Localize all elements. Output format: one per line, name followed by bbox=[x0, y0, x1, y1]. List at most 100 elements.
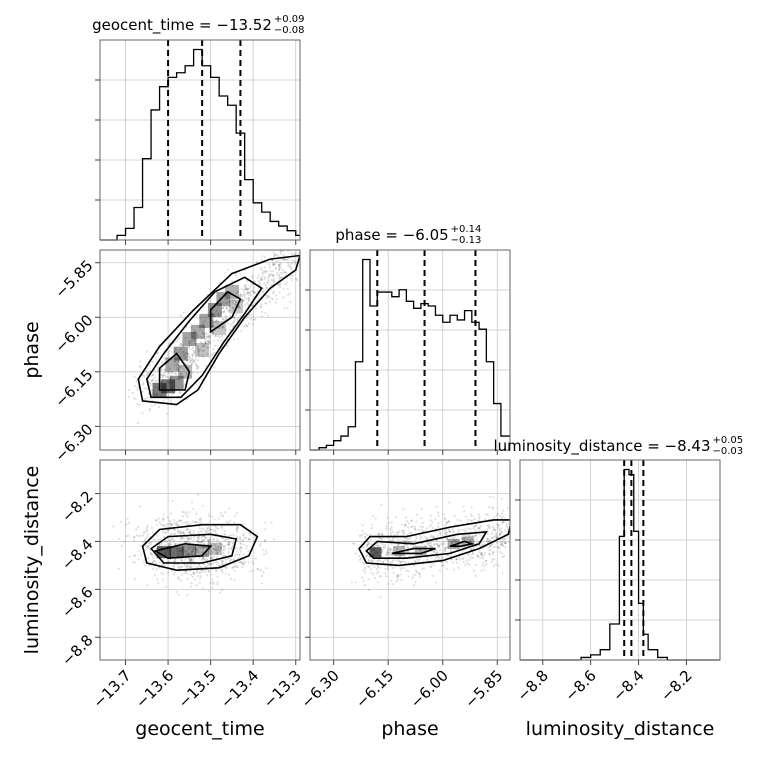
gp-point bbox=[174, 348, 177, 351]
gp-point bbox=[201, 350, 204, 353]
gp-point bbox=[235, 301, 238, 304]
x-tick-label-geocent_time-0: −13.7 bbox=[89, 666, 134, 711]
gp-point bbox=[231, 297, 234, 300]
gp-point bbox=[240, 298, 244, 301]
pl-point bbox=[414, 529, 417, 532]
gl-point bbox=[183, 571, 186, 574]
gl-point bbox=[261, 582, 264, 585]
pl-point bbox=[483, 568, 486, 571]
gp-point bbox=[177, 378, 181, 381]
gl-point bbox=[170, 537, 173, 540]
gp-point bbox=[266, 315, 269, 318]
pl-point bbox=[471, 534, 474, 537]
gl-point bbox=[200, 541, 203, 544]
gl-point bbox=[222, 554, 225, 557]
gp-point bbox=[281, 276, 284, 279]
gl-point bbox=[242, 558, 246, 561]
gp-point bbox=[215, 319, 218, 322]
gl-point bbox=[175, 523, 178, 526]
gl-point bbox=[247, 549, 250, 553]
gp-point bbox=[225, 307, 228, 310]
pl-point bbox=[374, 543, 377, 547]
pl-point bbox=[479, 557, 482, 560]
gl-point bbox=[228, 560, 232, 563]
gl-point bbox=[212, 537, 215, 541]
pl-point bbox=[368, 558, 371, 562]
pl-point bbox=[471, 556, 474, 559]
density-cell-gl bbox=[207, 542, 222, 555]
gp-point bbox=[162, 399, 165, 402]
pl-point bbox=[366, 533, 369, 537]
gl-point bbox=[193, 572, 196, 575]
gl-point bbox=[161, 578, 164, 581]
panel-frame-1-1 bbox=[309, 249, 511, 451]
gl-point bbox=[172, 538, 176, 542]
gp-point bbox=[148, 369, 152, 373]
gl-point bbox=[221, 563, 224, 566]
gp-point bbox=[195, 365, 198, 368]
pl-point bbox=[366, 543, 370, 546]
pl-point bbox=[376, 543, 379, 546]
gl-point bbox=[205, 531, 208, 534]
gl-point bbox=[230, 547, 234, 550]
pl-point bbox=[419, 537, 422, 540]
gl-point bbox=[171, 499, 174, 503]
gp-point bbox=[174, 351, 177, 354]
pl-point bbox=[455, 538, 458, 541]
pl-point bbox=[402, 539, 405, 542]
pl-point bbox=[410, 520, 413, 523]
pl-point bbox=[500, 516, 503, 520]
gp-point bbox=[242, 298, 245, 302]
gl-point bbox=[221, 536, 224, 540]
pl-point bbox=[483, 551, 486, 554]
gl-point bbox=[201, 556, 204, 559]
gl-point bbox=[201, 551, 204, 554]
pl-point bbox=[486, 537, 489, 540]
gl-point bbox=[138, 505, 142, 508]
gl-point bbox=[128, 555, 131, 558]
gp-point bbox=[148, 409, 151, 412]
gp-point bbox=[286, 287, 290, 291]
x-tick-label-phase-3: −5.85 bbox=[461, 666, 506, 711]
gp-point bbox=[248, 291, 251, 294]
pl-point bbox=[431, 526, 434, 529]
pl-point bbox=[462, 560, 465, 564]
pl-point bbox=[423, 567, 426, 570]
pl-point bbox=[492, 564, 495, 568]
gp-point bbox=[265, 287, 268, 290]
pl-point bbox=[405, 569, 408, 572]
gl-point bbox=[186, 537, 189, 540]
pl-point bbox=[487, 518, 490, 521]
pl-point bbox=[451, 536, 454, 540]
gl-point bbox=[167, 542, 170, 546]
pl-point bbox=[370, 523, 374, 526]
pl-point bbox=[381, 549, 384, 552]
gp-point bbox=[143, 374, 146, 378]
gp-point bbox=[181, 344, 184, 347]
contour-gp-mid bbox=[145, 276, 263, 399]
pl-point bbox=[465, 535, 468, 538]
pl-point bbox=[374, 517, 377, 520]
pl-point bbox=[418, 549, 422, 553]
contour-pl-inner1 bbox=[391, 547, 436, 555]
gp-point bbox=[260, 278, 264, 282]
pl-point bbox=[376, 565, 380, 568]
gp-point bbox=[264, 301, 267, 304]
pl-point bbox=[402, 567, 406, 570]
pl-point bbox=[468, 539, 471, 542]
pl-point bbox=[362, 568, 365, 572]
gp-point bbox=[267, 263, 271, 266]
gl-point bbox=[231, 567, 234, 570]
gl-point bbox=[204, 529, 208, 533]
gl-point bbox=[236, 549, 239, 552]
gp-point bbox=[271, 274, 274, 277]
y-tick-label-luminosity_distance-3: −8.2 bbox=[58, 487, 96, 525]
pl-point bbox=[471, 552, 474, 555]
gp-point bbox=[247, 303, 250, 306]
gp-point bbox=[201, 330, 204, 333]
gl-point bbox=[177, 576, 180, 579]
gl-point bbox=[174, 558, 177, 561]
pl-point bbox=[451, 527, 454, 531]
gl-point bbox=[179, 579, 183, 582]
